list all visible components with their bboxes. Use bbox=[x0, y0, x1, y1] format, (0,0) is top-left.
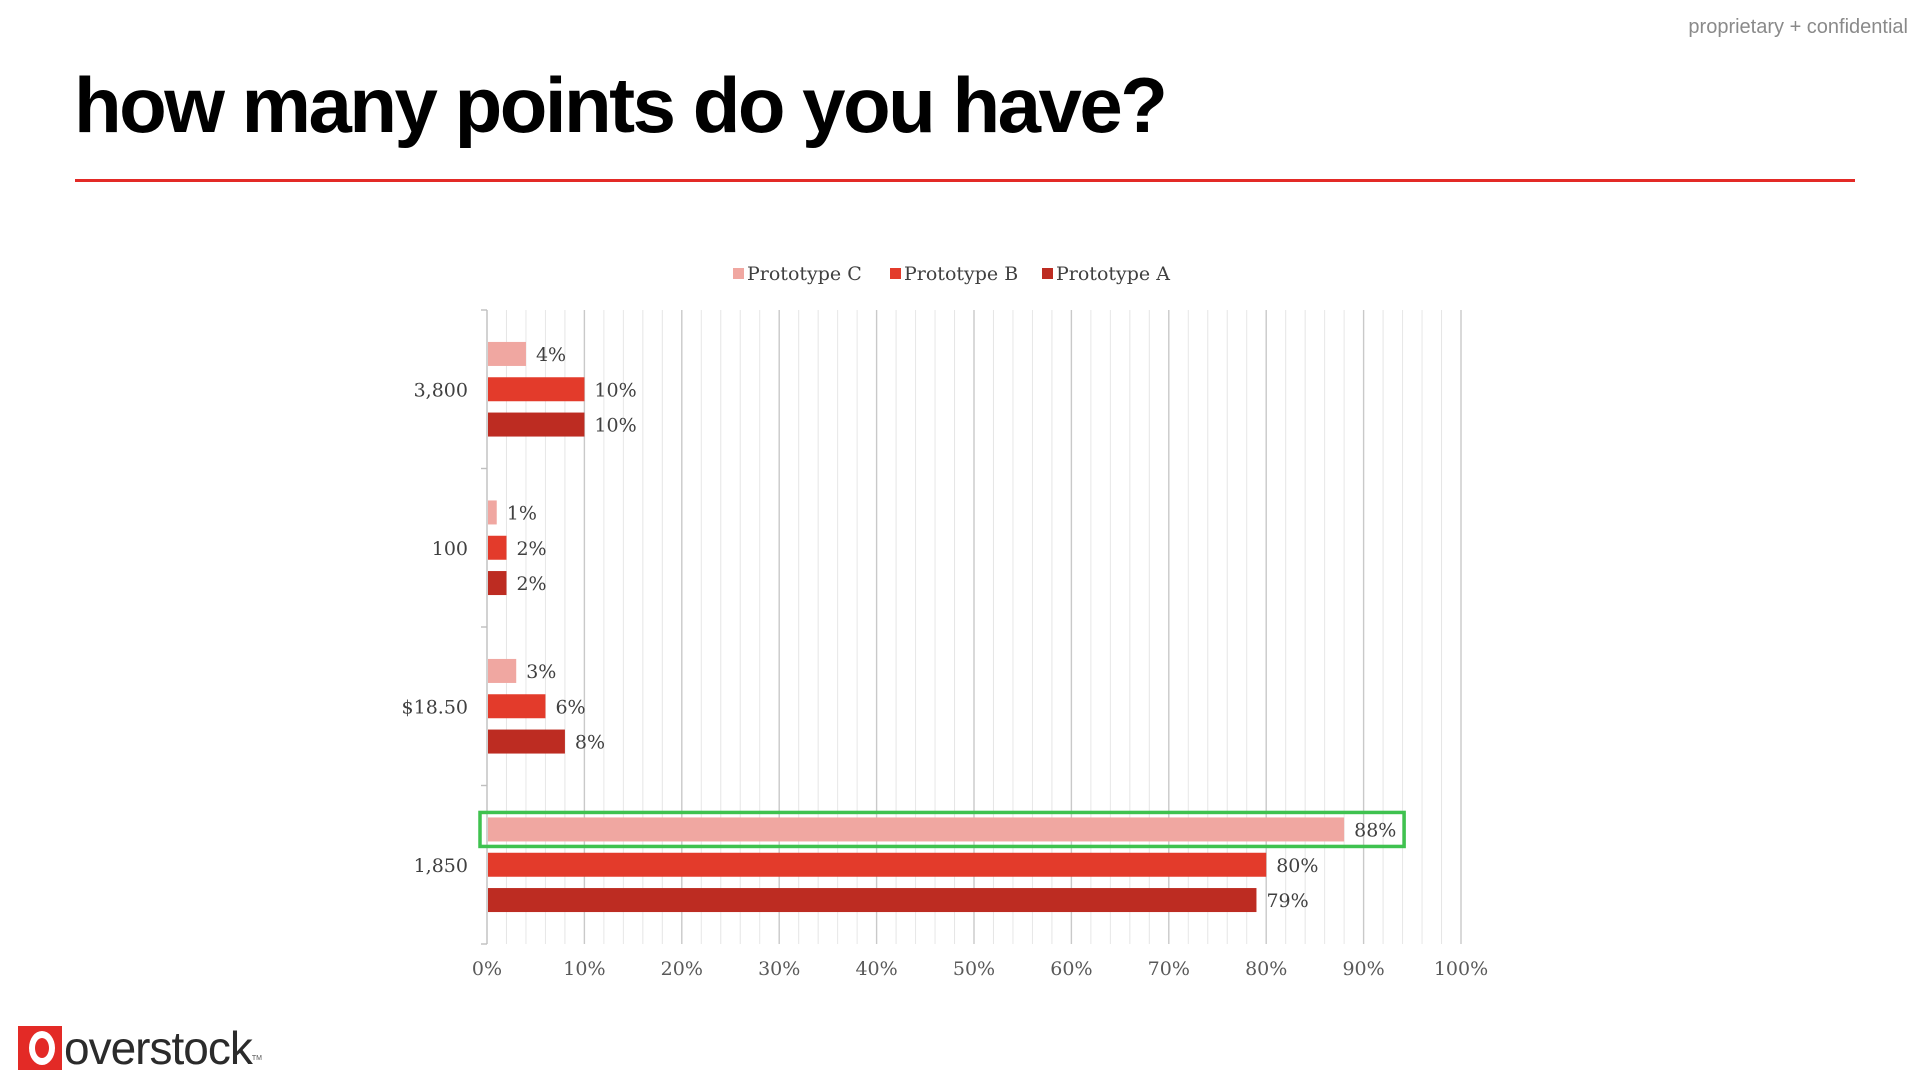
data-label: 10% bbox=[594, 415, 636, 437]
legend-label: Prototype C bbox=[747, 263, 862, 285]
highlight-box bbox=[478, 810, 1406, 849]
bar-prototype-b bbox=[488, 694, 546, 719]
data-label: 8% bbox=[575, 732, 605, 754]
bar-prototype-a bbox=[488, 571, 507, 596]
data-label: 88% bbox=[1354, 819, 1396, 841]
x-tick-label: 40% bbox=[855, 958, 897, 980]
x-tick-label: 100% bbox=[1434, 958, 1488, 980]
x-tick-label: 60% bbox=[1050, 958, 1092, 980]
bar-prototype-c bbox=[488, 658, 517, 683]
bar-prototype-a bbox=[488, 729, 565, 754]
legend-label: Prototype B bbox=[904, 263, 1018, 285]
legend-swatch-prototype-c bbox=[733, 268, 744, 279]
data-label: 80% bbox=[1276, 855, 1318, 877]
data-label: 4% bbox=[536, 344, 566, 366]
bar-prototype-a bbox=[488, 412, 585, 437]
category-label: $18.50 bbox=[402, 696, 468, 718]
category-label: 1,850 bbox=[414, 855, 468, 877]
x-tick-label: 90% bbox=[1342, 958, 1384, 980]
title-divider bbox=[75, 179, 1855, 182]
category-label: 3,800 bbox=[414, 379, 468, 401]
bar-prototype-c bbox=[488, 817, 1345, 842]
bar-prototype-c bbox=[488, 500, 497, 525]
category-label: 100 bbox=[432, 538, 468, 560]
data-label: 2% bbox=[516, 538, 546, 560]
bar-prototype-c bbox=[488, 341, 526, 366]
x-tick-label: 80% bbox=[1245, 958, 1287, 980]
page-title: how many points do you have? bbox=[74, 61, 1168, 149]
bar-prototype-b bbox=[488, 535, 507, 560]
data-label: 1% bbox=[507, 502, 537, 524]
overstock-logo-icon bbox=[18, 1026, 62, 1070]
data-label: 10% bbox=[594, 379, 636, 401]
legend-label: Prototype A bbox=[1056, 263, 1170, 285]
x-tick-label: 10% bbox=[563, 958, 605, 980]
data-label: 3% bbox=[526, 661, 556, 683]
overstock-logo: overstock TM bbox=[18, 1022, 262, 1074]
legend-swatch-prototype-a bbox=[1042, 268, 1053, 279]
confidential-label: proprietary + confidential bbox=[1688, 16, 1908, 38]
overstock-wordmark: overstock bbox=[64, 1022, 253, 1074]
legend-swatch-prototype-b bbox=[890, 268, 901, 279]
x-tick-label: 0% bbox=[472, 958, 502, 980]
x-tick-label: 70% bbox=[1148, 958, 1190, 980]
bar-prototype-a bbox=[488, 888, 1257, 913]
data-label: 79% bbox=[1266, 890, 1308, 912]
trademark-mark: TM bbox=[251, 1055, 262, 1062]
x-tick-label: 50% bbox=[953, 958, 995, 980]
bar-prototype-b bbox=[488, 377, 585, 402]
data-label: 2% bbox=[516, 573, 546, 595]
bar-prototype-b bbox=[488, 852, 1267, 877]
x-tick-label: 30% bbox=[758, 958, 800, 980]
x-tick-label: 20% bbox=[661, 958, 703, 980]
data-label: 6% bbox=[555, 696, 585, 718]
